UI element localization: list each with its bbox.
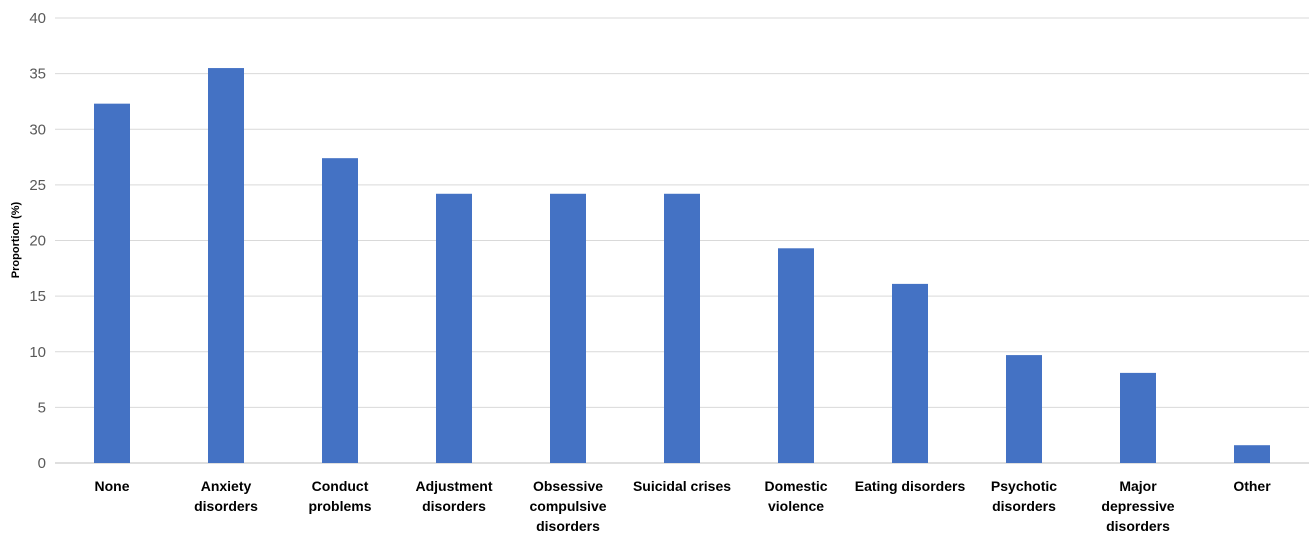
bar — [664, 193, 700, 463]
x-category-label: Anxiety disorders — [194, 478, 258, 514]
y-axis-title: Proportion (%) — [10, 201, 22, 278]
x-category-label-line: compulsive — [529, 498, 606, 514]
x-category-label-line: disorders — [992, 498, 1056, 514]
x-category-label-line: Conduct — [312, 478, 369, 494]
x-category-label-line: Other — [1233, 478, 1271, 494]
x-category-label: Major depressive disorders — [1101, 478, 1174, 534]
x-category-label-line: Psychotic — [991, 478, 1057, 494]
x-category-label-line: disorders — [194, 498, 258, 514]
bar — [1006, 355, 1042, 463]
y-tick-label: 30 — [29, 121, 46, 138]
x-category-label-line: disorders — [1106, 518, 1170, 534]
bars — [94, 68, 1270, 464]
y-tick-label: 0 — [38, 455, 46, 472]
x-category-label-line: None — [95, 478, 130, 494]
x-category-label: Obsessive compulsive disorders — [529, 478, 606, 534]
bar — [322, 158, 358, 464]
x-category-label: None — [95, 478, 130, 494]
x-category-label-line: violence — [768, 498, 824, 514]
bar — [892, 283, 928, 463]
bar — [1120, 372, 1156, 463]
x-category-label-line: Major — [1119, 478, 1157, 494]
x-category-label: Adjustment disorders — [416, 478, 493, 514]
bar — [436, 193, 472, 463]
x-category-label: Other — [1233, 478, 1271, 494]
bar — [94, 103, 130, 463]
y-tick-label: 40 — [29, 10, 46, 27]
x-category-label: Suicidal crises — [633, 478, 731, 494]
x-category-label-line: Anxiety — [201, 478, 252, 494]
x-category-label-line: disorders — [536, 518, 600, 534]
bar — [208, 68, 244, 463]
x-category-label-line: problems — [308, 498, 371, 514]
x-category-label-line: disorders — [422, 498, 486, 514]
x-category-label-line: Domestic — [764, 478, 827, 494]
y-tick-label: 20 — [29, 233, 46, 250]
x-category-label: Conduct problems — [308, 478, 371, 514]
bar — [550, 193, 586, 463]
x-category-label: Eating disorders — [855, 478, 966, 494]
y-tick-label: 10 — [29, 344, 46, 361]
bar — [778, 248, 814, 463]
x-category-label: Psychotic disorders — [991, 478, 1057, 514]
y-axis-ticks: 0 5 10 15 20 25 30 35 40 — [29, 10, 46, 472]
x-category-label-line: Eating disorders — [855, 478, 966, 494]
y-tick-label: 25 — [29, 177, 46, 194]
x-category-label: Domestic violence — [764, 478, 827, 514]
y-tick-label: 15 — [29, 288, 46, 305]
x-axis-labels: None Anxiety disorders Conduct problems Adjus… — [95, 478, 1272, 534]
x-category-label-line: Suicidal crises — [633, 478, 731, 494]
x-category-label-line: Adjustment — [416, 478, 493, 494]
x-category-label-line: Obsessive — [533, 478, 603, 494]
x-category-label-line: depressive — [1101, 498, 1174, 514]
bar — [1234, 445, 1270, 463]
y-tick-label: 35 — [29, 66, 46, 83]
y-tick-label: 5 — [38, 399, 46, 416]
